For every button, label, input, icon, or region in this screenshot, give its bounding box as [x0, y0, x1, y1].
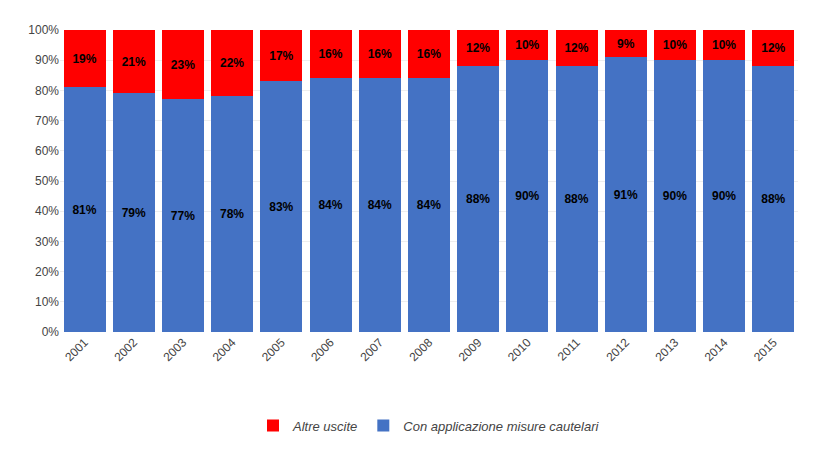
svg-text:77%: 77%	[171, 209, 195, 223]
svg-text:90%: 90%	[712, 189, 736, 203]
svg-text:84%: 84%	[417, 198, 441, 212]
svg-text:88%: 88%	[466, 192, 490, 206]
svg-text:23%: 23%	[171, 58, 195, 72]
svg-text:2010: 2010	[505, 335, 534, 364]
svg-text:2001: 2001	[62, 335, 91, 364]
svg-text:10%: 10%	[663, 38, 687, 52]
svg-text:83%: 83%	[269, 200, 293, 214]
svg-text:10%: 10%	[515, 38, 539, 52]
svg-text:88%: 88%	[564, 192, 588, 206]
svg-text:Con applicazione misure cautel: Con applicazione misure cautelari	[403, 419, 599, 434]
svg-text:19%: 19%	[72, 52, 96, 66]
svg-text:21%: 21%	[122, 55, 146, 69]
svg-text:100%: 100%	[28, 23, 59, 37]
svg-text:10%: 10%	[712, 38, 736, 52]
svg-text:10%: 10%	[35, 295, 59, 309]
svg-text:88%: 88%	[761, 192, 785, 206]
svg-text:84%: 84%	[368, 198, 392, 212]
svg-text:16%: 16%	[417, 47, 441, 61]
svg-text:Altre uscite: Altre uscite	[292, 419, 357, 434]
svg-text:0%: 0%	[42, 325, 60, 339]
svg-text:2009: 2009	[456, 335, 485, 364]
svg-text:2007: 2007	[357, 335, 386, 364]
svg-text:84%: 84%	[318, 198, 342, 212]
svg-text:30%: 30%	[35, 235, 59, 249]
svg-text:2006: 2006	[308, 335, 337, 364]
svg-text:80%: 80%	[35, 84, 59, 98]
svg-text:91%: 91%	[614, 188, 638, 202]
svg-text:70%: 70%	[35, 114, 59, 128]
svg-text:78%: 78%	[220, 207, 244, 221]
svg-text:9%: 9%	[617, 37, 635, 51]
svg-text:20%: 20%	[35, 265, 59, 279]
svg-text:2012: 2012	[603, 335, 632, 364]
svg-text:12%: 12%	[761, 41, 785, 55]
svg-text:81%: 81%	[72, 203, 96, 217]
svg-text:2005: 2005	[259, 335, 288, 364]
svg-text:40%: 40%	[35, 204, 59, 218]
svg-text:79%: 79%	[122, 206, 146, 220]
svg-text:17%: 17%	[269, 49, 293, 63]
svg-text:90%: 90%	[515, 189, 539, 203]
svg-text:90%: 90%	[35, 53, 59, 67]
svg-text:2008: 2008	[407, 335, 436, 364]
svg-text:2014: 2014	[702, 335, 731, 364]
svg-text:12%: 12%	[564, 41, 588, 55]
svg-text:2004: 2004	[210, 335, 239, 364]
svg-text:60%: 60%	[35, 144, 59, 158]
svg-text:2015: 2015	[751, 335, 780, 364]
svg-text:90%: 90%	[663, 189, 687, 203]
svg-text:2011: 2011	[555, 335, 583, 363]
svg-text:2002: 2002	[111, 335, 140, 364]
svg-text:2013: 2013	[653, 335, 682, 364]
svg-text:2003: 2003	[161, 335, 190, 364]
svg-text:12%: 12%	[466, 41, 490, 55]
svg-text:50%: 50%	[35, 174, 59, 188]
svg-text:22%: 22%	[220, 56, 244, 70]
svg-text:16%: 16%	[318, 47, 342, 61]
svg-text:16%: 16%	[368, 47, 392, 61]
